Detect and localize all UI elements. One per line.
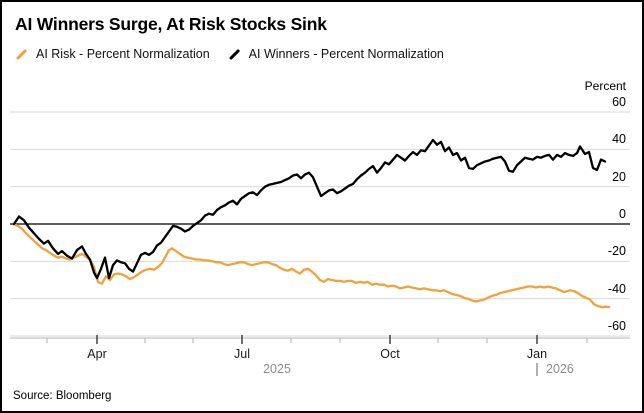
y-tick-label: 0	[616, 207, 626, 221]
legend-item-ai-winners: AI Winners - Percent Normalization	[228, 47, 444, 61]
y-tick-label: 40	[609, 132, 626, 147]
y-tick-label: 60	[609, 95, 626, 109]
legend: AI Risk - Percent Normalization AI Winne…	[15, 47, 444, 61]
legend-label-ai-winners: AI Winners - Percent Normalization	[248, 47, 444, 61]
y-tick-label: -60	[604, 318, 626, 333]
x-tick-label-jan: Jan	[526, 347, 548, 361]
y-tick-label: 20	[609, 169, 626, 184]
y-axis-title: Percent	[584, 79, 626, 93]
x-tick-label-oct: Oct	[380, 347, 400, 361]
y-tick-label: -40	[604, 281, 626, 296]
year-label-2025: 2025	[263, 362, 291, 376]
x-tick-label-jul: Jul	[234, 347, 250, 361]
year-label-2026: 2026	[536, 362, 574, 376]
year-2026-text: 2026	[546, 362, 574, 376]
year-divider-bar	[536, 362, 538, 376]
x-tick-label-apr: Apr	[87, 347, 107, 361]
source-note: Source: Bloomberg	[13, 390, 112, 402]
y-tick-label: -20	[604, 244, 626, 259]
chart-title: AI Winners Surge, At Risk Stocks Sink	[15, 14, 327, 34]
series-line-ai-risk	[12, 222, 611, 309]
legend-item-ai-risk: AI Risk - Percent Normalization	[15, 47, 210, 61]
series-line-ai-winners	[12, 138, 607, 280]
legend-label-ai-risk: AI Risk - Percent Normalization	[36, 47, 210, 61]
